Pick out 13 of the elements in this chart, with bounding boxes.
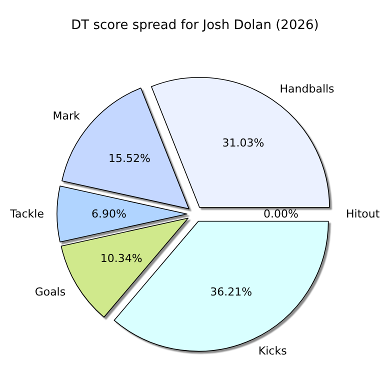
chart-title: DT score spread for Josh Dolan (2026) (71, 18, 319, 33)
category-label: Hitout (346, 208, 380, 220)
slice-label: Handballs (280, 82, 335, 96)
slice-label: Tackle (9, 208, 44, 220)
data-label: 10.34% (100, 252, 142, 265)
text: 0.00% (264, 208, 298, 220)
data-label: 36.21% (210, 286, 252, 299)
data-label: 31.03% (222, 136, 264, 150)
slice-label: Mark (52, 110, 81, 123)
slice-label: Kicks (258, 344, 288, 358)
data-label: 15.52% (108, 152, 150, 165)
slice-label: Goals (34, 285, 66, 298)
data-label: 6.90% (92, 208, 126, 220)
